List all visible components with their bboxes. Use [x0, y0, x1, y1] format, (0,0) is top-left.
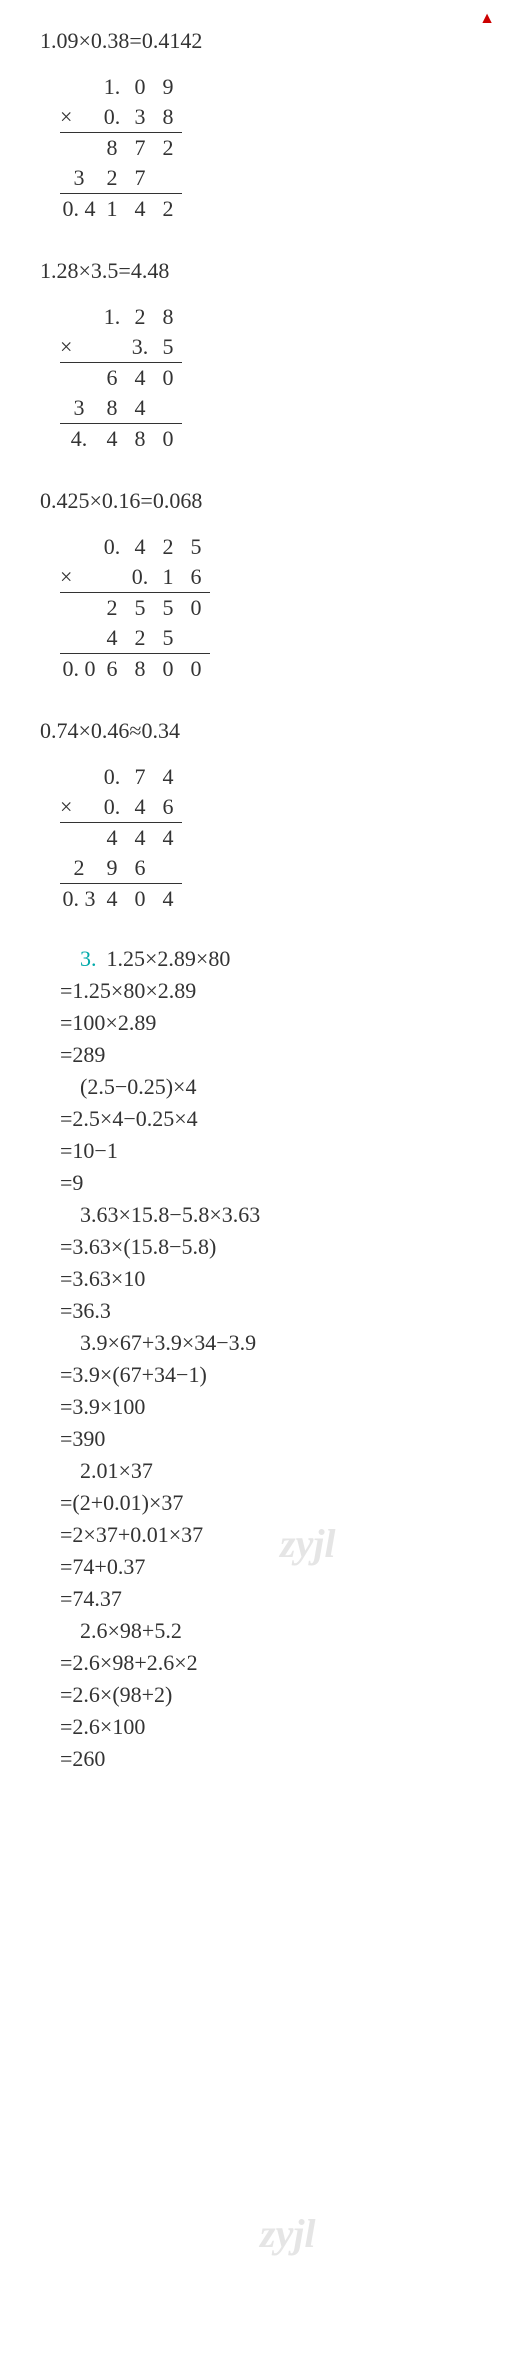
calc-step: =74.37	[60, 1586, 470, 1612]
calc-step: =36.3	[60, 1298, 470, 1324]
expression: 2.01×37	[80, 1458, 470, 1484]
expression: 2.6×98+5.2	[80, 1618, 470, 1644]
expression: (2.5−0.25)×4	[80, 1074, 470, 1100]
logo-icon: ▲	[479, 10, 495, 28]
calc-step: =2×37+0.01×37	[60, 1522, 470, 1548]
long-multiplication: 1.09×0.388723270. 4142	[60, 72, 182, 224]
calc-step: =1.25×80×2.89	[60, 978, 470, 1004]
calc-step: =3.63×(15.8−5.8)	[60, 1234, 470, 1260]
calc-step: =74+0.37	[60, 1554, 470, 1580]
equation: 1.09×0.38=0.4142	[40, 28, 470, 54]
calc-step: =2.6×100	[60, 1714, 470, 1740]
equation: 0.74×0.46≈0.34	[40, 718, 470, 744]
calc-step: =390	[60, 1426, 470, 1452]
calc-step: =(2+0.01)×37	[60, 1490, 470, 1516]
long-multiplication: 0.74×0.464442960. 3404	[60, 762, 182, 914]
calc-step: =100×2.89	[60, 1010, 470, 1036]
expression: 3.63×15.8−5.8×3.63	[80, 1202, 470, 1228]
problem-number: 3.	[80, 946, 97, 972]
calc-step: =2.6×98+2.6×2	[60, 1650, 470, 1676]
equation: 1.28×3.5=4.48	[40, 258, 470, 284]
watermark: zyjl	[260, 2210, 316, 2257]
calc-step: =3.9×100	[60, 1394, 470, 1420]
calc-step: =260	[60, 1746, 470, 1772]
calc-step: =3.63×10	[60, 1266, 470, 1292]
calc-step: =10−1	[60, 1138, 470, 1164]
equation: 0.425×0.16=0.068	[40, 488, 470, 514]
expression: 3.9×67+3.9×34−3.9	[80, 1330, 470, 1356]
expression: 3.1.25×2.89×80	[80, 946, 470, 972]
calc-step: =3.9×(67+34−1)	[60, 1362, 470, 1388]
calc-step: =9	[60, 1170, 470, 1196]
calc-step: =289	[60, 1042, 470, 1068]
calc-step: =2.6×(98+2)	[60, 1682, 470, 1708]
long-multiplication: 1.28×3.56403844.480	[60, 302, 182, 454]
calc-step: =2.5×4−0.25×4	[60, 1106, 470, 1132]
long-multiplication: 0.425×0.1625504250. 06800	[60, 532, 210, 684]
